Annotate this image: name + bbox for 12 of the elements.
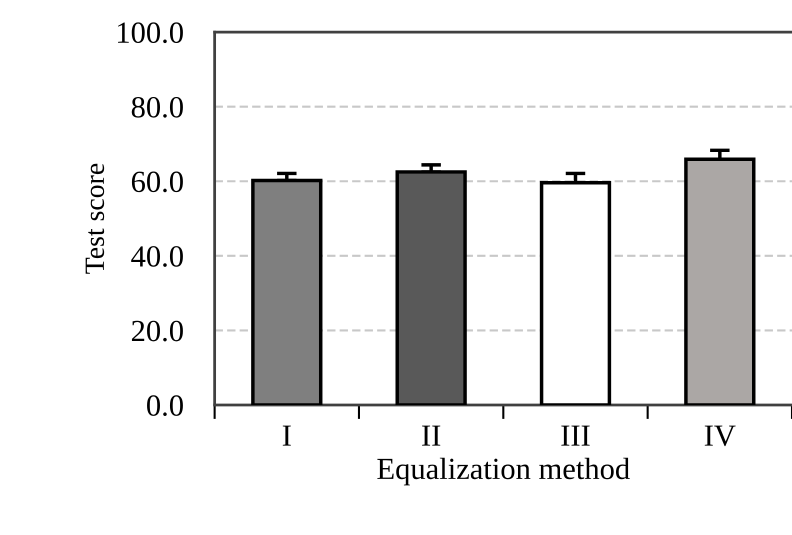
y-tick-label: 100.0 [118, 22, 183, 44]
y-tick-label: 0.0 [147, 395, 183, 416]
x-tick-label: IV [704, 426, 736, 446]
y-axis-title: Test score [86, 164, 104, 274]
y-tick-label: 40.0 [131, 246, 183, 267]
y-tick-label: 80.0 [132, 96, 183, 118]
x-tick-label: I [282, 426, 291, 446]
x-axis-title: Equalization method [377, 458, 630, 486]
y-tick-label: 20.0 [132, 320, 183, 342]
x-tick-label: II [422, 426, 440, 446]
x-tick-label: III [561, 426, 590, 446]
y-tick-label: 60.0 [132, 172, 183, 192]
